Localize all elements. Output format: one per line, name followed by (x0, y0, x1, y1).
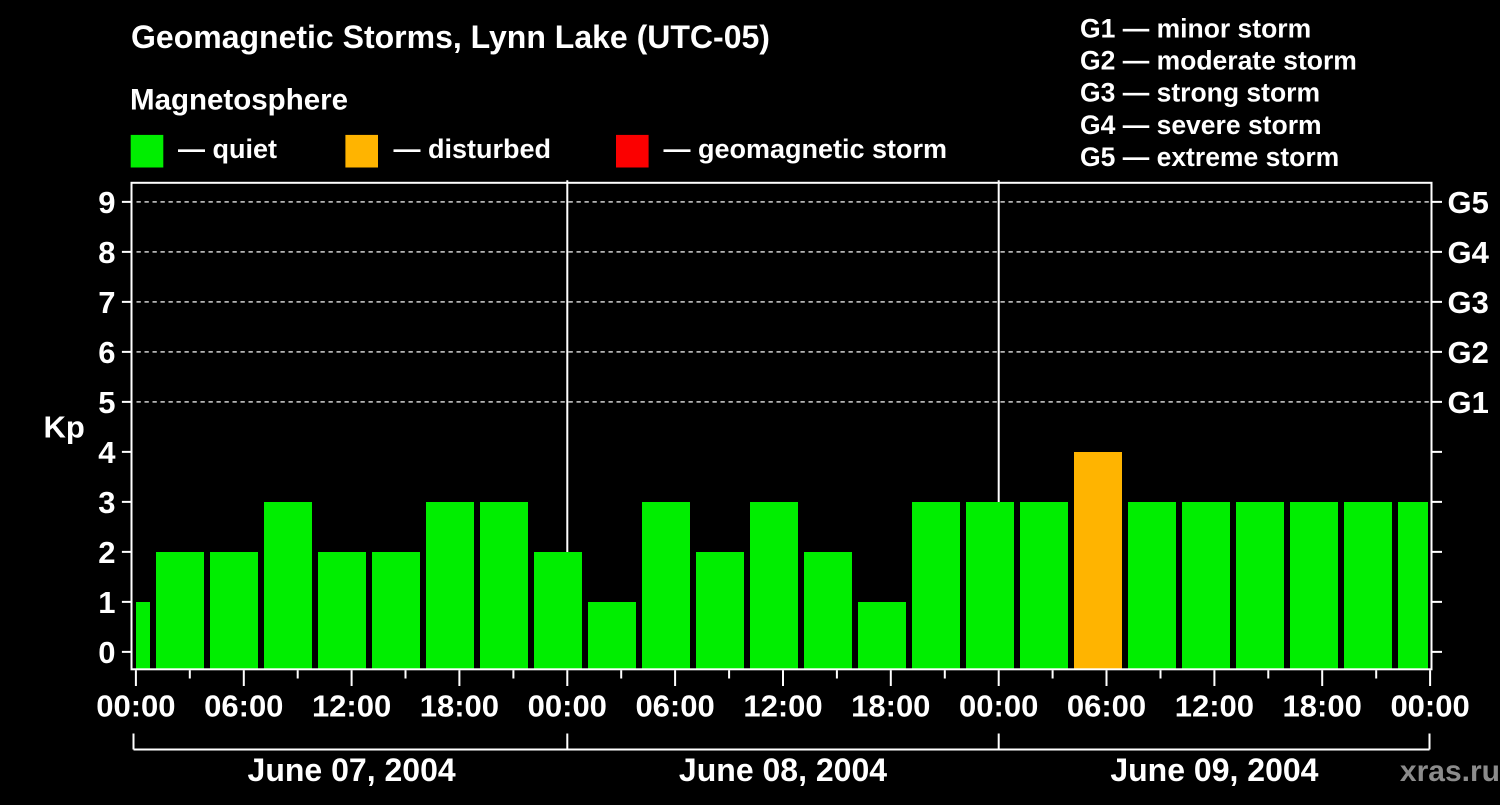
svg-text:06:00: 06:00 (635, 689, 714, 724)
svg-text:2: 2 (98, 535, 115, 570)
svg-text:G1 — minor storm: G1 — minor storm (1080, 13, 1311, 43)
svg-text:— geomagnetic storm: — geomagnetic storm (664, 134, 948, 164)
svg-text:00:00: 00:00 (96, 689, 175, 724)
svg-text:18:00: 18:00 (851, 689, 930, 724)
svg-text:12:00: 12:00 (743, 689, 822, 724)
svg-text:7: 7 (98, 285, 115, 320)
svg-text:Kp: Kp (44, 410, 85, 445)
svg-text:12:00: 12:00 (312, 689, 391, 724)
svg-text:6: 6 (98, 335, 115, 370)
svg-text:00:00: 00:00 (1390, 689, 1469, 724)
svg-text:G1: G1 (1448, 385, 1489, 420)
svg-text:G5: G5 (1448, 185, 1489, 220)
svg-text:Magnetosphere: Magnetosphere (130, 84, 348, 117)
svg-text:G2: G2 (1448, 335, 1489, 370)
svg-text:G4: G4 (1448, 235, 1490, 270)
svg-text:9: 9 (98, 185, 115, 220)
svg-text:xras.ru: xras.ru (1400, 755, 1500, 788)
svg-text:00:00: 00:00 (959, 689, 1038, 724)
svg-text:0: 0 (98, 635, 115, 670)
svg-text:06:00: 06:00 (1067, 689, 1146, 724)
svg-text:18:00: 18:00 (1283, 689, 1362, 724)
svg-text:G2 — moderate storm: G2 — moderate storm (1080, 46, 1357, 76)
svg-text:8: 8 (98, 235, 115, 270)
svg-text:1: 1 (98, 585, 115, 620)
svg-text:18:00: 18:00 (420, 689, 499, 724)
svg-text:— disturbed: — disturbed (394, 134, 552, 164)
svg-text:G5 — extreme storm: G5 — extreme storm (1080, 142, 1339, 172)
svg-text:June 08, 2004: June 08, 2004 (679, 752, 887, 788)
svg-text:— quiet: — quiet (178, 134, 277, 164)
svg-text:12:00: 12:00 (1175, 689, 1254, 724)
svg-text:G3 — strong storm: G3 — strong storm (1080, 78, 1320, 108)
svg-text:June 07, 2004: June 07, 2004 (248, 752, 456, 788)
svg-text:4: 4 (98, 435, 116, 470)
svg-text:G3: G3 (1448, 285, 1489, 320)
svg-text:00:00: 00:00 (528, 689, 607, 724)
svg-text:June 09, 2004: June 09, 2004 (1110, 752, 1318, 788)
svg-text:5: 5 (98, 385, 115, 420)
svg-text:3: 3 (98, 485, 115, 520)
svg-text:G4 — severe storm: G4 — severe storm (1080, 110, 1322, 140)
svg-text:06:00: 06:00 (204, 689, 283, 724)
svg-text:Geomagnetic Storms, Lynn Lake: Geomagnetic Storms, Lynn Lake (UTC-05) (131, 19, 770, 55)
